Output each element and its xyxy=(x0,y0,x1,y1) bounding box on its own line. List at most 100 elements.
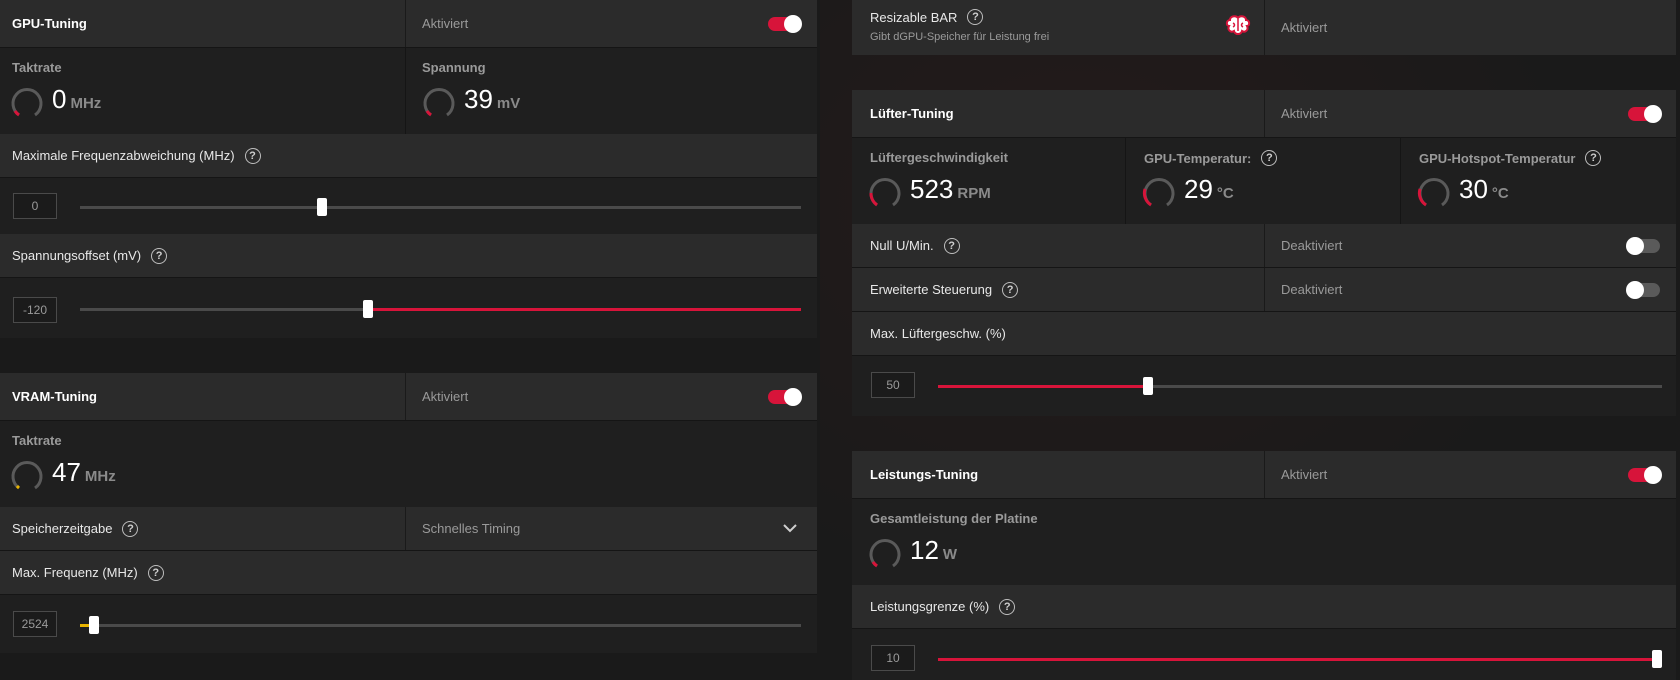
help-icon[interactable]: ? xyxy=(999,598,1016,615)
help-icon[interactable]: ? xyxy=(147,564,164,581)
resizable-bar-panel: Resizable BAR? Gibt dGPU-Speicher für Le… xyxy=(852,0,1676,55)
board-power-value: 12 xyxy=(910,535,939,565)
gpu-voltage-label: Spannung xyxy=(422,60,486,75)
vram-max-freq-input[interactable]: 2524 xyxy=(13,611,57,637)
max-freq-offset-label-row: Maximale Frequenzabweichung (MHz)? xyxy=(0,134,817,178)
voltage-offset-slider[interactable] xyxy=(80,300,801,318)
max-fan-speed-input[interactable]: 50 xyxy=(871,372,915,398)
max-fan-speed-slider[interactable] xyxy=(938,377,1662,395)
power-limit-slider-thumb[interactable] xyxy=(1652,650,1662,668)
vram-metrics-row: Taktrate 47 MHz xyxy=(0,421,817,507)
vram-max-freq-label-row: Max. Frequenz (MHz)? xyxy=(0,551,817,595)
power-limit-input[interactable]: 10 xyxy=(871,645,915,671)
vram-tuning-state: Aktiviert xyxy=(422,389,469,404)
help-icon[interactable]: ? xyxy=(1261,150,1278,166)
fan-tuning-title: Lüfter-Tuning xyxy=(870,106,954,121)
gpu-tuning-title: GPU-Tuning xyxy=(12,16,87,31)
max-fan-speed-label: Max. Lüftergeschw. (%) xyxy=(870,326,1006,341)
gpu-clock-metric: Taktrate 0 MHz xyxy=(0,48,406,134)
max-fan-speed-slider-thumb[interactable] xyxy=(1142,377,1153,395)
resizable-bar-state: Aktiviert xyxy=(1281,20,1328,35)
gpu-metrics-row: Taktrate 0 MHz Spannung 39 mV xyxy=(0,48,817,134)
fan-speed-value: 523 xyxy=(910,174,954,204)
gpu-temp-value: 29 xyxy=(1184,174,1213,204)
memory-timing-dropdown[interactable]: Schnelles Timing xyxy=(406,507,817,550)
gpu-clock-unit: MHz xyxy=(70,95,102,112)
max-freq-offset-label: Maximale Frequenzabweichung (MHz) xyxy=(12,148,235,163)
memory-timing-value: Schnelles Timing xyxy=(422,521,521,536)
power-tuning-toggle[interactable] xyxy=(1628,466,1662,484)
resizable-bar-subtitle: Gibt dGPU-Speicher für Leistung frei xyxy=(870,31,1050,43)
max-freq-offset-slider-thumb[interactable] xyxy=(316,198,327,216)
max-fan-speed-label-row: Max. Lüftergeschw. (%) xyxy=(852,312,1676,356)
vram-clock-value: 47 xyxy=(52,457,81,487)
power-limit-slider[interactable] xyxy=(938,650,1662,668)
vram-max-freq-slider-thumb[interactable] xyxy=(89,616,100,634)
hotspot-temp-value: 30 xyxy=(1459,174,1488,204)
gpu-temp-metric: GPU-Temperatur:? 29 °C xyxy=(1126,138,1401,224)
vram-tuning-toggle[interactable] xyxy=(768,388,802,406)
fan-speed-label: Lüftergeschwindigkeit xyxy=(870,150,1008,165)
vram-tuning-panel: VRAM-Tuning Aktiviert Taktrate 47 MHz Spe… xyxy=(0,373,817,653)
hotspot-temp-metric: GPU-Hotspot-Temperatur? 30 °C xyxy=(1401,138,1676,224)
vram-max-freq-slider[interactable] xyxy=(80,616,801,634)
help-icon[interactable]: ? xyxy=(943,237,960,254)
help-icon[interactable]: ? xyxy=(151,247,168,264)
max-fan-speed-slider-row: 50 xyxy=(852,356,1676,416)
vram-clock-label: Taktrate xyxy=(12,433,62,448)
help-icon[interactable]: ? xyxy=(1002,281,1019,298)
gpu-clock-value: 0 xyxy=(52,84,67,114)
hotspot-temp-label: GPU-Hotspot-Temperatur xyxy=(1419,150,1576,166)
max-freq-offset-input[interactable]: 0 xyxy=(13,193,57,219)
power-limit-slider-row: 10 xyxy=(852,629,1676,680)
board-power-gauge-icon xyxy=(869,539,901,568)
vram-clock-metric: Taktrate 47 MHz xyxy=(0,421,817,507)
voltage-offset-label-row: Spannungsoffset (mV)? xyxy=(0,234,817,278)
board-power-unit: W xyxy=(942,546,958,563)
vram-max-freq-label: Max. Frequenz (MHz) xyxy=(12,565,138,580)
voltage-offset-slider-thumb[interactable] xyxy=(363,300,374,318)
fan-speed-metric: Lüftergeschwindigkeit 523 RPM xyxy=(852,138,1126,224)
help-icon[interactable]: ? xyxy=(1585,150,1602,166)
gpu-tuning-header: GPU-Tuning Aktiviert xyxy=(0,0,817,48)
voltage-offset-slider-row: -120 xyxy=(0,278,817,338)
chevron-down-icon xyxy=(783,524,797,533)
gpu-tuning-toggle[interactable] xyxy=(768,15,802,33)
vram-clock-gauge-icon xyxy=(11,461,43,490)
advanced-control-toggle[interactable] xyxy=(1626,281,1660,299)
zero-rpm-row: Null U/Min.? Deaktiviert xyxy=(852,224,1676,268)
power-limit-label: Leistungsgrenze (%) xyxy=(870,599,990,614)
advanced-control-state: Deaktiviert xyxy=(1281,282,1343,297)
zero-rpm-toggle[interactable] xyxy=(1626,237,1660,255)
help-icon[interactable]: ? xyxy=(244,147,261,164)
fan-speed-gauge-icon xyxy=(869,178,901,207)
power-tuning-panel: Leistungs-Tuning Aktiviert Gesamtleistun… xyxy=(852,451,1676,680)
zero-rpm-state: Deaktiviert xyxy=(1281,238,1343,253)
gpu-temp-label: GPU-Temperatur: xyxy=(1144,150,1252,166)
fan-tuning-toggle[interactable] xyxy=(1628,105,1662,123)
memory-timing-label: Speicherzeitgabe xyxy=(12,521,113,536)
power-tuning-header: Leistungs-Tuning Aktiviert xyxy=(852,451,1676,499)
vram-max-freq-slider-fill xyxy=(80,624,95,627)
brain-icon xyxy=(1225,15,1251,35)
power-limit-label-row: Leistungsgrenze (%)? xyxy=(852,585,1676,629)
max-freq-offset-slider-row: 0 xyxy=(0,178,817,234)
hotspot-temp-unit: °C xyxy=(1491,185,1509,202)
advanced-control-row: Erweiterte Steuerung? Deaktiviert xyxy=(852,268,1676,312)
gpu-clock-label: Taktrate xyxy=(12,60,62,75)
resizable-bar-title: Resizable BAR xyxy=(870,9,958,25)
advanced-control-label: Erweiterte Steuerung xyxy=(870,282,993,297)
help-icon[interactable]: ? xyxy=(967,9,984,25)
help-icon[interactable]: ? xyxy=(122,520,139,537)
power-tuning-state: Aktiviert xyxy=(1281,467,1328,482)
vram-tuning-title: VRAM-Tuning xyxy=(12,389,97,404)
gpu-clock-gauge-icon xyxy=(11,88,43,117)
power-tuning-title: Leistungs-Tuning xyxy=(870,467,979,482)
resizable-bar-row: Resizable BAR? Gibt dGPU-Speicher für Le… xyxy=(852,0,1676,55)
gpu-voltage-unit: mV xyxy=(496,95,521,112)
gpu-voltage-gauge-icon xyxy=(423,88,455,117)
gpu-tuning-state: Aktiviert xyxy=(422,16,469,31)
max-freq-offset-slider[interactable] xyxy=(80,198,801,216)
voltage-offset-input[interactable]: -120 xyxy=(13,297,57,323)
gpu-temp-gauge-icon xyxy=(1142,178,1175,207)
